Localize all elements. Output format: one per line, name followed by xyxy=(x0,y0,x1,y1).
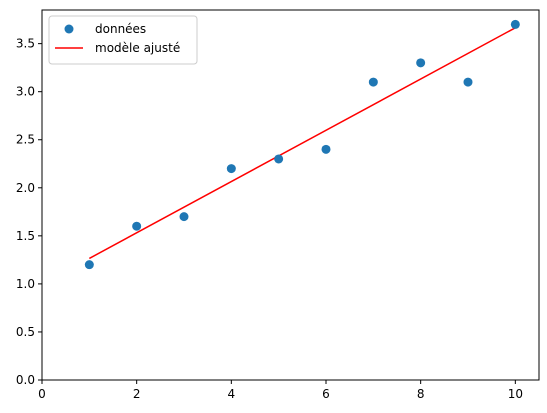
x-tick-label: 10 xyxy=(508,387,523,401)
data-point xyxy=(416,58,426,68)
data-point xyxy=(84,260,94,270)
legend-label-points: données xyxy=(95,22,146,36)
legend-box xyxy=(48,15,198,65)
data-point xyxy=(226,164,236,174)
legend-label-line: modèle ajusté xyxy=(95,41,180,55)
legend: données modèle ajusté xyxy=(48,15,198,65)
y-tick-label: 1.5 xyxy=(16,229,35,243)
x-tick-label: 2 xyxy=(133,387,141,401)
x-tick-label: 4 xyxy=(228,387,236,401)
x-tick-label: 0 xyxy=(38,387,46,401)
legend-marker-points xyxy=(64,24,74,34)
data-point xyxy=(179,212,189,222)
y-tick-label: 0.0 xyxy=(16,373,35,387)
y-tick-label: 2.0 xyxy=(16,181,35,195)
y-tick-label: 2.5 xyxy=(16,133,35,147)
x-axis-ticks: 0 2 4 6 8 10 xyxy=(38,380,523,401)
y-axis-ticks: 0.0 0.5 1.0 1.5 2.0 2.5 3.0 3.5 xyxy=(16,37,42,387)
y-tick-label: 3.5 xyxy=(16,37,35,51)
plot-area xyxy=(42,10,539,380)
y-tick-label: 1.0 xyxy=(16,277,35,291)
data-point xyxy=(463,77,473,87)
data-point xyxy=(510,19,520,29)
data-point xyxy=(368,77,378,87)
x-tick-label: 8 xyxy=(417,387,425,401)
series-layer xyxy=(84,19,520,270)
data-point xyxy=(132,221,142,231)
y-tick-label: 0.5 xyxy=(16,325,35,339)
fit-line xyxy=(88,27,516,260)
x-tick-label: 6 xyxy=(322,387,330,401)
data-point xyxy=(274,154,284,164)
y-tick-label: 3.0 xyxy=(16,85,35,99)
plot-frame xyxy=(41,9,540,381)
data-point xyxy=(321,144,331,154)
